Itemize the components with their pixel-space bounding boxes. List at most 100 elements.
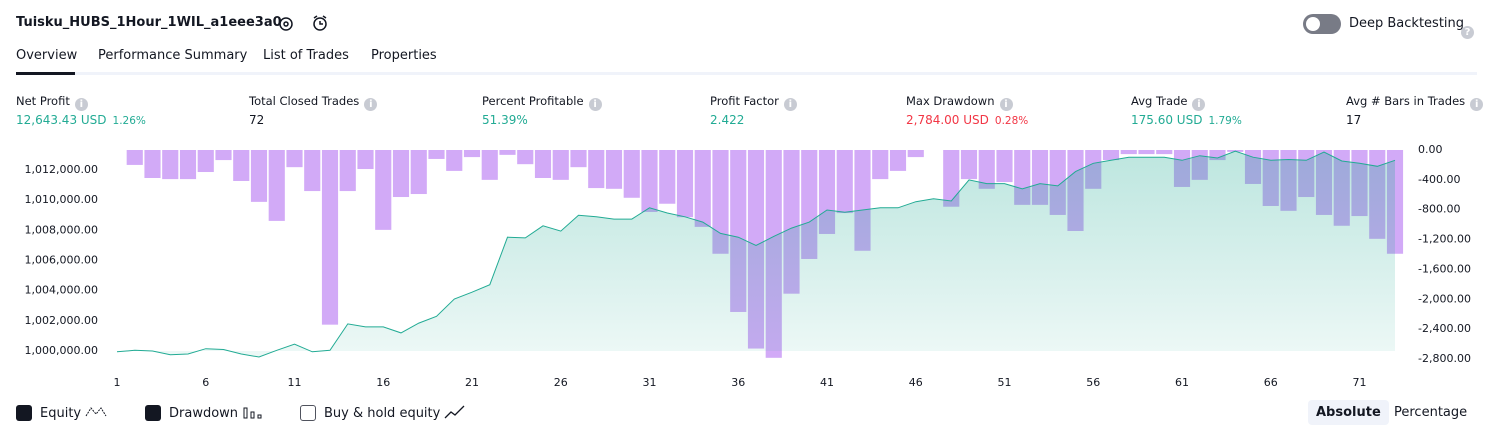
drawdown-bar bbox=[960, 150, 978, 180]
info-icon[interactable]: i bbox=[1470, 98, 1484, 111]
x-tick-label: 1 bbox=[114, 376, 121, 389]
metric-value: 51.39% bbox=[482, 113, 528, 127]
tab[interactable]: Properties bbox=[371, 48, 437, 63]
metric-value: 72 bbox=[249, 113, 264, 127]
metric-label-text: Percent Profitable bbox=[482, 94, 584, 108]
help-icon[interactable]: ? bbox=[1461, 26, 1474, 39]
x-tick-label: 16 bbox=[376, 376, 390, 389]
drawdown-bar bbox=[641, 150, 658, 212]
drawdown-bar bbox=[339, 150, 356, 192]
metric-label-text: Avg # Bars in Trades bbox=[1346, 94, 1466, 108]
tab-divider bbox=[16, 72, 1477, 75]
metric-label-text: Net Profit bbox=[16, 94, 70, 108]
tab[interactable]: Overview bbox=[16, 48, 78, 63]
metric-percent: 0.28% bbox=[994, 115, 1029, 127]
drawdown-bar bbox=[321, 150, 339, 325]
legend-buy-hold[interactable]: Buy & hold equity bbox=[300, 405, 466, 421]
drawdown-bar bbox=[943, 150, 960, 207]
tab-indicator bbox=[16, 72, 75, 75]
info-icon[interactable]: i bbox=[783, 98, 797, 111]
legend-equity[interactable]: Equity bbox=[16, 405, 109, 421]
drawdown-bar bbox=[446, 150, 463, 171]
info-icon[interactable]: i bbox=[74, 98, 88, 111]
metric-percent: 1.79% bbox=[1208, 115, 1242, 127]
info-icon[interactable]: i bbox=[588, 98, 602, 111]
legend-label: Buy & hold equity bbox=[324, 406, 441, 421]
y-tick-label: 1,006,000.00 bbox=[25, 254, 98, 267]
drawdown-bar bbox=[712, 150, 729, 254]
metric-label: Max Drawdown i bbox=[906, 94, 1013, 111]
x-tick-label: 11 bbox=[288, 376, 302, 389]
deep-backtesting-label: Deep Backtesting bbox=[1349, 16, 1465, 31]
x-tick-label: 51 bbox=[998, 376, 1012, 389]
strategy-title: Tuisku_HUBS_1Hour_1WIL_a1eee3a0 bbox=[16, 15, 282, 30]
drawdown-bar bbox=[126, 150, 143, 165]
mode-button[interactable]: Percentage bbox=[1394, 405, 1468, 420]
settings-icon[interactable] bbox=[277, 15, 295, 33]
equity-line bbox=[116, 150, 1396, 358]
x-tick-label: 46 bbox=[909, 376, 923, 389]
y2-tick-label: -2,000.00 bbox=[1418, 292, 1471, 305]
drawdown-bar bbox=[410, 150, 427, 195]
metric-value-text: 2.422 bbox=[710, 113, 745, 127]
drawdown-bar bbox=[1209, 150, 1226, 161]
tab[interactable]: List of Trades bbox=[263, 48, 349, 63]
x-tick-label: 36 bbox=[731, 376, 745, 389]
y-tick-label: 1,004,000.00 bbox=[25, 284, 98, 297]
alert-icon[interactable] bbox=[311, 14, 329, 32]
metric-value: 12,643.43 USD 1.26% bbox=[16, 113, 146, 127]
drawdown-bar bbox=[463, 150, 481, 158]
toggle[interactable] bbox=[1303, 14, 1341, 34]
y2-tick-label: -400.00 bbox=[1418, 173, 1460, 186]
y-tick-label: 1,010,000.00 bbox=[25, 193, 98, 206]
metric-value: 175.60 USD 1.79% bbox=[1131, 113, 1242, 127]
y2-tick-label: -2,400.00 bbox=[1418, 322, 1471, 335]
drawdown-bar bbox=[286, 150, 303, 168]
drawdown-bar bbox=[996, 150, 1013, 183]
y-tick-label: 1,008,000.00 bbox=[25, 223, 98, 236]
drawdown-bar bbox=[872, 150, 889, 180]
metric-value: 2.422 bbox=[710, 113, 744, 127]
drawdown-bar bbox=[1102, 150, 1120, 161]
metric-value: 17 bbox=[1346, 113, 1361, 127]
x-tick-label: 31 bbox=[643, 376, 657, 389]
drawdown-bar bbox=[392, 150, 410, 198]
metric-value-text: 175.60 USD bbox=[1131, 113, 1203, 127]
info-icon[interactable]: i bbox=[364, 98, 378, 111]
legend-label: Equity bbox=[40, 406, 82, 421]
y-tick-label: 1,000,000.00 bbox=[25, 344, 98, 357]
metric-label: Percent Profitable i bbox=[482, 94, 602, 111]
drawdown-bar bbox=[144, 150, 161, 178]
mode-button[interactable]: Absolute bbox=[1308, 400, 1389, 425]
metric-label: Profit Factor i bbox=[710, 94, 797, 111]
drawdown-bar bbox=[1120, 150, 1137, 155]
drawdown-bar bbox=[1138, 150, 1155, 155]
info-icon[interactable]: i bbox=[1192, 98, 1206, 111]
tab[interactable]: Performance Summary bbox=[98, 48, 248, 63]
metric-label-text: Max Drawdown bbox=[906, 94, 995, 108]
drawdown-bar bbox=[357, 150, 374, 170]
drawdown-bar bbox=[623, 150, 640, 198]
metric-label-text: Avg Trade bbox=[1131, 94, 1188, 108]
x-tick-label: 6 bbox=[202, 376, 209, 389]
drawdown-bar bbox=[499, 150, 516, 155]
metric-percent: 1.26% bbox=[112, 115, 146, 127]
drawdown-bar bbox=[215, 150, 232, 161]
drawdown-bar bbox=[268, 150, 285, 221]
metric-label: Net Profit i bbox=[16, 94, 88, 111]
metric-label: Avg Trade i bbox=[1131, 94, 1206, 111]
metric-value-text: 12,643.43 USD bbox=[16, 113, 107, 127]
metric-label-text: Total Closed Trades bbox=[249, 94, 360, 108]
metric-value: 2,784.00 USD 0.28% bbox=[906, 113, 1028, 127]
info-icon[interactable]: i bbox=[999, 98, 1013, 111]
legend-drawdown[interactable]: Drawdown bbox=[145, 405, 264, 421]
drawdown-bar bbox=[588, 150, 605, 189]
drawdown-bar bbox=[676, 150, 694, 218]
equity-area bbox=[117, 151, 1395, 357]
drawdown-bar bbox=[889, 150, 907, 171]
drawdown-bar bbox=[1156, 150, 1173, 155]
y2-tick-label: -1,600.00 bbox=[1418, 262, 1471, 275]
metric-label: Total Closed Trades i bbox=[249, 94, 378, 111]
drawdown-bar bbox=[836, 150, 853, 214]
